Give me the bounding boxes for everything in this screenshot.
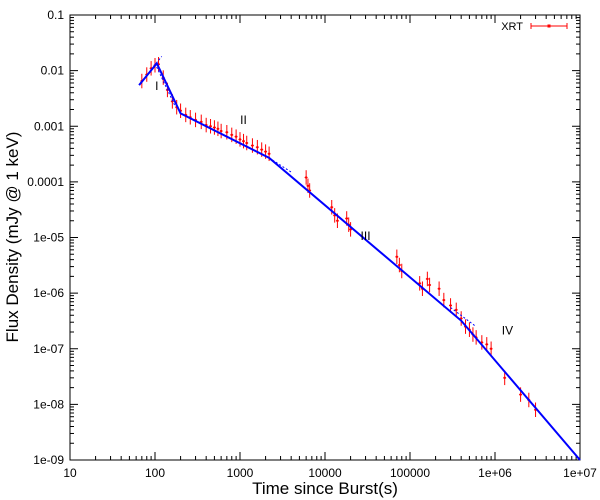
data-point [304, 170, 308, 185]
segment-label: IV [502, 324, 513, 338]
fit-line [138, 61, 581, 461]
point-marker [455, 308, 458, 311]
point-marker [519, 393, 522, 396]
xrt-data-points [140, 57, 538, 418]
point-marker [205, 124, 208, 127]
point-marker [251, 144, 254, 147]
point-marker [398, 264, 401, 267]
point-marker [330, 206, 333, 209]
y-tick-label: 1e-09 [33, 453, 64, 467]
point-marker [428, 283, 431, 286]
point-marker [336, 219, 339, 222]
y-tick-label: 1e-08 [33, 397, 64, 411]
y-axis: 0.1 0.01 0.001 0.0001 1e-05 1e-06 1e-07 1e-08 1e… [27, 8, 580, 467]
data-point [209, 119, 212, 134]
data-point [437, 281, 441, 296]
point-marker [349, 228, 352, 231]
point-marker [220, 130, 223, 133]
point-marker [245, 141, 248, 144]
point-marker [480, 341, 483, 344]
y-tick-label: 0.01 [41, 64, 65, 78]
x-axis: 10 100 1000 10000 100000 1e+06 1e+07 [63, 15, 597, 480]
point-marker [395, 255, 398, 258]
data-point [199, 114, 203, 130]
x-tick-label: 1e+07 [563, 466, 597, 480]
segment-label: I [155, 79, 158, 93]
data-point [212, 120, 216, 135]
y-tick-label: 1e-06 [33, 286, 64, 300]
point-marker [235, 135, 238, 138]
x-tick-label: 10 [63, 466, 77, 480]
point-marker [418, 282, 421, 285]
data-point [428, 277, 432, 293]
segment-label: III [361, 229, 371, 243]
point-marker [449, 304, 452, 307]
point-marker [209, 125, 212, 128]
point-marker [216, 127, 219, 130]
point-marker [534, 408, 537, 411]
data-point [454, 302, 458, 318]
x-tick-label: 100000 [390, 466, 430, 480]
y-tick-label: 1e-05 [33, 231, 64, 245]
x-tick-label: 1000 [227, 466, 254, 480]
legend-label: XRT [501, 21, 523, 33]
point-marker [460, 317, 463, 320]
point-marker [230, 133, 233, 136]
y-tick-label: 1e-07 [33, 342, 64, 356]
point-marker [503, 376, 506, 379]
point-marker [256, 146, 259, 149]
data-point [489, 341, 493, 356]
point-marker [345, 217, 348, 220]
point-marker [150, 67, 153, 70]
point-marker [239, 138, 241, 141]
segment-label: II [240, 113, 247, 127]
legend-swatch-point [547, 24, 551, 28]
data-point [219, 123, 223, 139]
data-point [449, 298, 453, 313]
x-tick-label: 100 [145, 466, 165, 480]
point-marker [308, 189, 311, 192]
fit-line-dotted [268, 157, 292, 173]
data-point [397, 257, 401, 273]
point-marker [242, 140, 245, 143]
data-point [395, 249, 399, 265]
x-tick-label: 1e+06 [478, 466, 512, 480]
point-marker [268, 152, 271, 155]
y-tick-label: 0.1 [47, 8, 64, 22]
point-marker [200, 120, 203, 123]
data-point [349, 222, 353, 237]
legend: XRT [501, 21, 568, 33]
point-marker [333, 214, 336, 217]
fit-line-dotted [150, 56, 163, 70]
data-point [425, 271, 429, 287]
point-marker [426, 277, 429, 280]
data-point [216, 121, 220, 137]
point-marker [438, 287, 441, 290]
point-marker [490, 347, 493, 350]
point-marker [157, 63, 160, 66]
point-marker [485, 343, 488, 346]
point-marker [184, 113, 187, 116]
data-point [245, 135, 249, 151]
point-marker [179, 109, 182, 112]
point-marker [213, 126, 216, 129]
y-tick-label: 0.001 [34, 119, 64, 133]
y-tick-label: 0.0001 [27, 175, 64, 189]
y-axis-title: Flux Density (mJy @ 1 keV) [3, 132, 22, 343]
point-marker [225, 131, 228, 134]
point-marker [260, 148, 263, 151]
fit-lines [138, 56, 581, 461]
point-marker [442, 299, 445, 302]
point-marker [305, 176, 308, 179]
x-tick-label: 10000 [308, 466, 342, 480]
x-axis-title: Time since Burst(s) [252, 479, 398, 498]
point-marker [306, 184, 309, 187]
point-marker [264, 150, 267, 153]
fit-line-dotted [450, 307, 477, 328]
